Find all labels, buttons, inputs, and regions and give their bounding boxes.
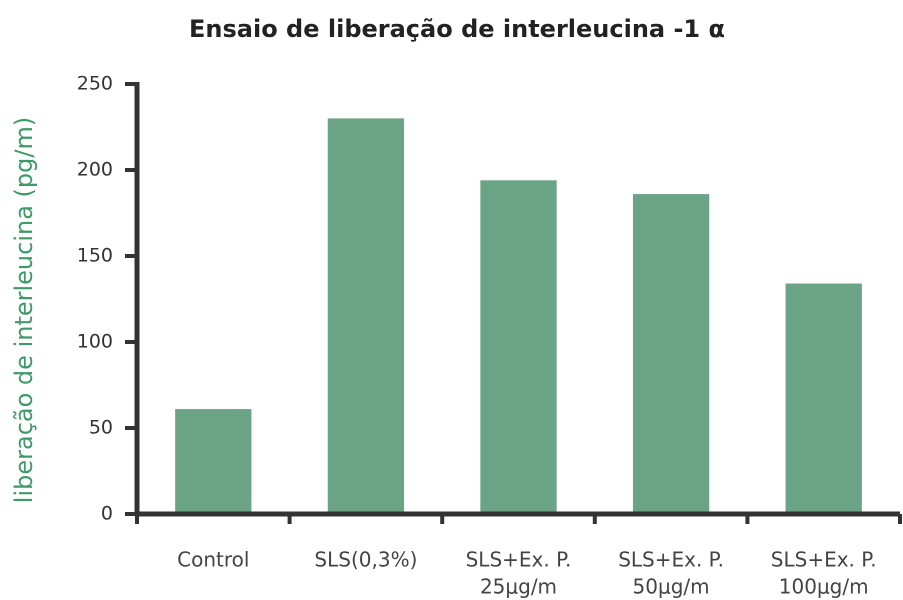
- y-tick-label: 150: [77, 245, 113, 267]
- y-tick-label: 250: [77, 73, 113, 95]
- bar: [175, 409, 252, 514]
- bar: [785, 283, 862, 514]
- chart-title: Ensaio de liberação de interleucina -1 α: [189, 15, 725, 43]
- x-tick-label: SLS+Ex. P.: [618, 548, 724, 572]
- bar: [632, 194, 710, 514]
- y-tick-label: 0: [101, 503, 113, 525]
- x-tick-label: 50μg/m: [633, 575, 710, 599]
- x-tick-label: Control: [177, 548, 249, 572]
- x-tick-label: SLS+Ex. P.: [771, 548, 877, 572]
- x-tick-label: SLS(0,3%): [314, 548, 417, 572]
- x-tick-label: SLS+Ex. P.: [466, 548, 572, 572]
- bar: [327, 118, 405, 515]
- y-tick-label: 200: [77, 159, 113, 181]
- x-tick-label: 100μg/m: [779, 575, 869, 599]
- x-tick-label: 25μg/m: [480, 575, 557, 599]
- bar: [480, 180, 557, 514]
- y-tick-label: 100: [77, 331, 113, 353]
- y-tick-label: 50: [89, 417, 113, 439]
- y-axis-label: liberação de interleucina (pg/m): [10, 117, 38, 503]
